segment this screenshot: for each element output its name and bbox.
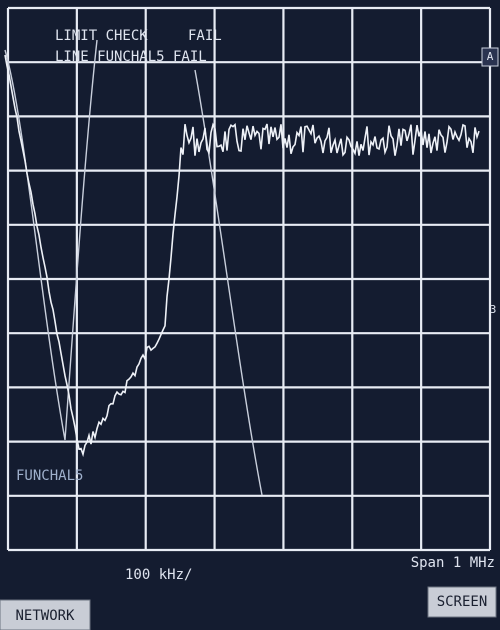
side-box — [481, 47, 499, 67]
side-mark: A — [487, 50, 494, 63]
network-button[interactable]: NETWORK — [0, 599, 91, 630]
button-label[interactable]: SCREEN — [437, 594, 488, 610]
button-face[interactable] — [0, 599, 91, 630]
measured-trace — [4, 54, 480, 458]
trace-label: FUNCHAL5 — [16, 468, 83, 484]
button-label[interactable]: NETWORK — [15, 608, 75, 624]
line-status: LINE FUNCHAL5 FAIL — [55, 49, 207, 65]
graticule — [6, 6, 492, 552]
limit-line — [4, 39, 263, 496]
span-label: Span 1 MHz — [411, 555, 495, 571]
screen-button[interactable]: SCREEN — [427, 586, 497, 618]
limit-result: FAIL — [188, 28, 222, 44]
button-face[interactable] — [427, 586, 497, 618]
side-mark: 3 — [490, 303, 497, 316]
limit-check-label: LIMIT CHECK — [55, 28, 148, 44]
scale-label: 100 kHz/ — [125, 567, 192, 583]
